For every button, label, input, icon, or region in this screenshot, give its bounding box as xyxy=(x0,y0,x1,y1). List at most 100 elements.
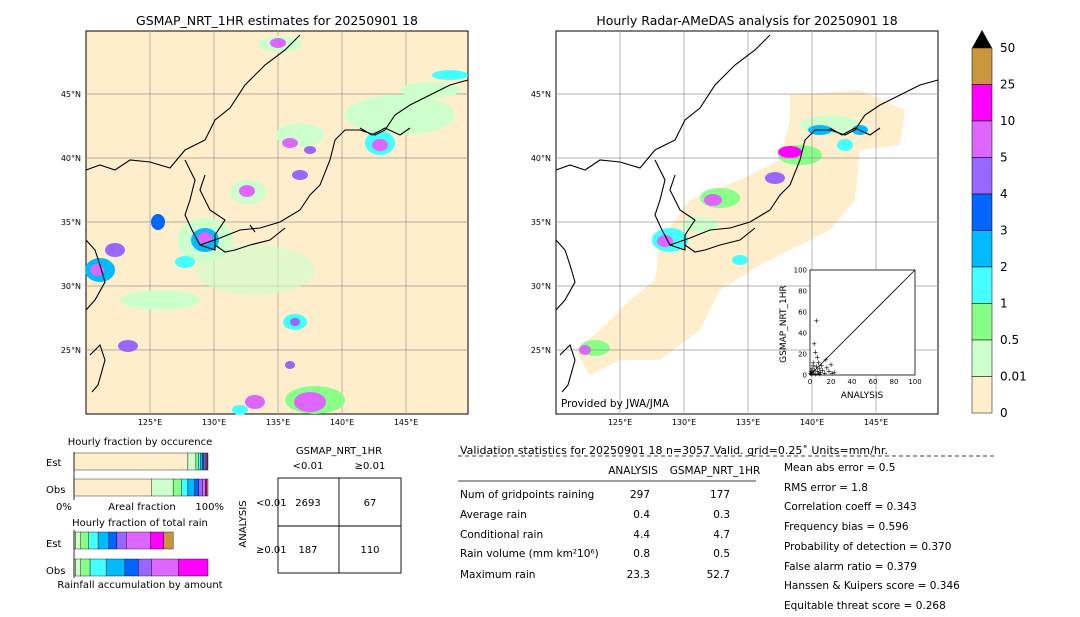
colorbar-label: 10 xyxy=(1000,114,1015,128)
right-map-coast xyxy=(555,34,939,393)
bar-segment xyxy=(195,452,199,471)
bar-segment xyxy=(138,558,152,577)
validation-row-4-analysis: 23.3 xyxy=(626,569,650,581)
colorbar-label: 5 xyxy=(1000,151,1008,165)
validation-row-4-gsmap: 52.7 xyxy=(706,569,730,581)
scatter-ytick: 60 xyxy=(798,309,807,317)
validation-row-2-analysis: 4.4 xyxy=(633,529,650,541)
total-row-est: Est xyxy=(46,539,62,550)
contingency-cell-1: 67 xyxy=(364,498,377,509)
scatter-point: + xyxy=(810,362,816,370)
right-lon-130: 130°E xyxy=(672,418,696,427)
scatter-point: + xyxy=(810,369,816,377)
contingency-row-axis: ANALYSIS xyxy=(238,500,249,547)
validation-row-1-gsmap: 0.3 xyxy=(713,509,730,521)
scatter-point: + xyxy=(811,366,817,374)
right-lat-labels: 45°N 40°N 35°N 30°N 25°N xyxy=(531,90,551,355)
scatter-ytick: 40 xyxy=(798,330,807,338)
scatter-diagonal xyxy=(809,269,916,376)
colorbar-label: 50 xyxy=(1000,41,1015,55)
score-far: False alarm ratio = 0.379 xyxy=(784,560,917,573)
validation-row-0-analysis: 297 xyxy=(629,489,650,501)
validation-row-3-gsmap: 0.5 xyxy=(713,548,730,560)
bar-segment xyxy=(178,558,209,577)
scatter-point: + xyxy=(826,367,832,375)
scatter-point: + xyxy=(813,317,819,325)
scatter-point: + xyxy=(815,369,821,377)
bar-segment xyxy=(80,531,89,550)
colorbar-cells xyxy=(971,47,993,414)
left-lon-135: 135°E xyxy=(266,418,290,427)
scatter-point: + xyxy=(815,359,821,367)
right-lon-125: 125°E xyxy=(608,418,632,427)
scatter-xlabel: ANALYSIS xyxy=(841,391,884,401)
bar-segment xyxy=(73,452,189,471)
bar-segment xyxy=(202,452,205,471)
scatter-yticks: 0 20 40 60 80 100 xyxy=(794,267,807,380)
bar-segment xyxy=(151,478,174,497)
scatter-point: + xyxy=(808,369,814,377)
bar-segment xyxy=(205,478,207,497)
bar-segment xyxy=(80,558,91,577)
right-lon-140: 140°E xyxy=(800,418,824,427)
bar-segment xyxy=(200,452,203,471)
total-row-obs: Obs xyxy=(46,566,65,577)
left-lat-40: 40°N xyxy=(61,154,81,163)
bar-segment xyxy=(187,452,197,471)
left-map-title: GSMAP_NRT_1HR estimates for 20250901 18 xyxy=(136,13,418,28)
scatter-ytick: 0 xyxy=(803,372,807,380)
bar-segment xyxy=(75,558,81,577)
right-lat-40: 40°N xyxy=(531,154,551,163)
scatter-xtick: 60 xyxy=(869,378,878,386)
colorbar-cell xyxy=(971,193,993,231)
occurrence-title: Hourly fraction by occurence xyxy=(67,437,213,448)
bar-segment xyxy=(202,478,206,497)
colorbar-extend-arrow xyxy=(972,30,992,48)
bar-segment xyxy=(194,478,199,497)
score-pod: Probability of detection = 0.370 xyxy=(784,540,952,553)
colorbar-cell xyxy=(971,84,993,122)
occurrence-row-est: Est xyxy=(46,458,62,469)
right-lat-35: 35°N xyxy=(531,218,551,227)
occurrence-chart: Est Obs 0% Areal fraction 100% xyxy=(46,452,224,513)
scatter-points: ++++++++++++++++++++++++++++++ xyxy=(808,317,838,379)
right-lat-45: 45°N xyxy=(531,90,551,99)
contingency-row-lt: <0.01 xyxy=(256,498,287,509)
colorbar-label: 3 xyxy=(1000,224,1008,238)
scatter-point: + xyxy=(831,368,837,376)
colorbar-label: 0.01 xyxy=(1000,370,1027,384)
colorbar-cell xyxy=(971,339,993,377)
left-lon-labels: 125°E 130°E 135°E 140°E 145°E xyxy=(138,418,418,427)
scatter-xticks: 0 20 40 60 80 100 xyxy=(808,378,922,386)
bar-segment xyxy=(97,531,110,550)
bar-segment xyxy=(150,531,164,550)
scatter-inset: ++++++++++++++++++++++++++++++ 0 20 40 60 80… xyxy=(779,267,922,402)
bar-segment xyxy=(180,478,189,497)
left-lat-30: 30°N xyxy=(61,282,81,291)
left-lat-25: 25°N xyxy=(61,346,81,355)
scatter-xtick: 40 xyxy=(848,378,857,386)
right-lat-30: 30°N xyxy=(531,282,551,291)
bar-segment xyxy=(124,558,139,577)
validation-row-4-label: Maximum rain xyxy=(460,569,536,581)
validation-row-3-analysis: 0.8 xyxy=(633,548,650,560)
bar-segment xyxy=(203,452,206,471)
left-lat-labels: 45°N 40°N 35°N 30°N 25°N xyxy=(61,90,81,355)
scatter-ytick: 20 xyxy=(798,351,807,359)
colorbar-label: 0 xyxy=(1000,406,1008,420)
scatter-ytick: 80 xyxy=(798,288,807,296)
scatter-point: + xyxy=(829,369,835,377)
colorbar-label: 4 xyxy=(1000,187,1008,201)
bar-segment xyxy=(116,531,127,550)
colorbar-label: 1 xyxy=(1000,297,1008,311)
validation-rule xyxy=(458,480,756,482)
scatter-point: + xyxy=(810,359,816,367)
left-lon-125: 125°E xyxy=(138,418,162,427)
scatter-point: + xyxy=(809,368,815,376)
scatter-xtick: 80 xyxy=(890,378,899,386)
left-map-rain xyxy=(85,36,468,415)
scatter-point: + xyxy=(814,367,820,375)
scatter-point: + xyxy=(822,369,828,377)
scatter-xtick: 20 xyxy=(827,378,836,386)
occurrence-row-obs: Obs xyxy=(46,485,65,496)
